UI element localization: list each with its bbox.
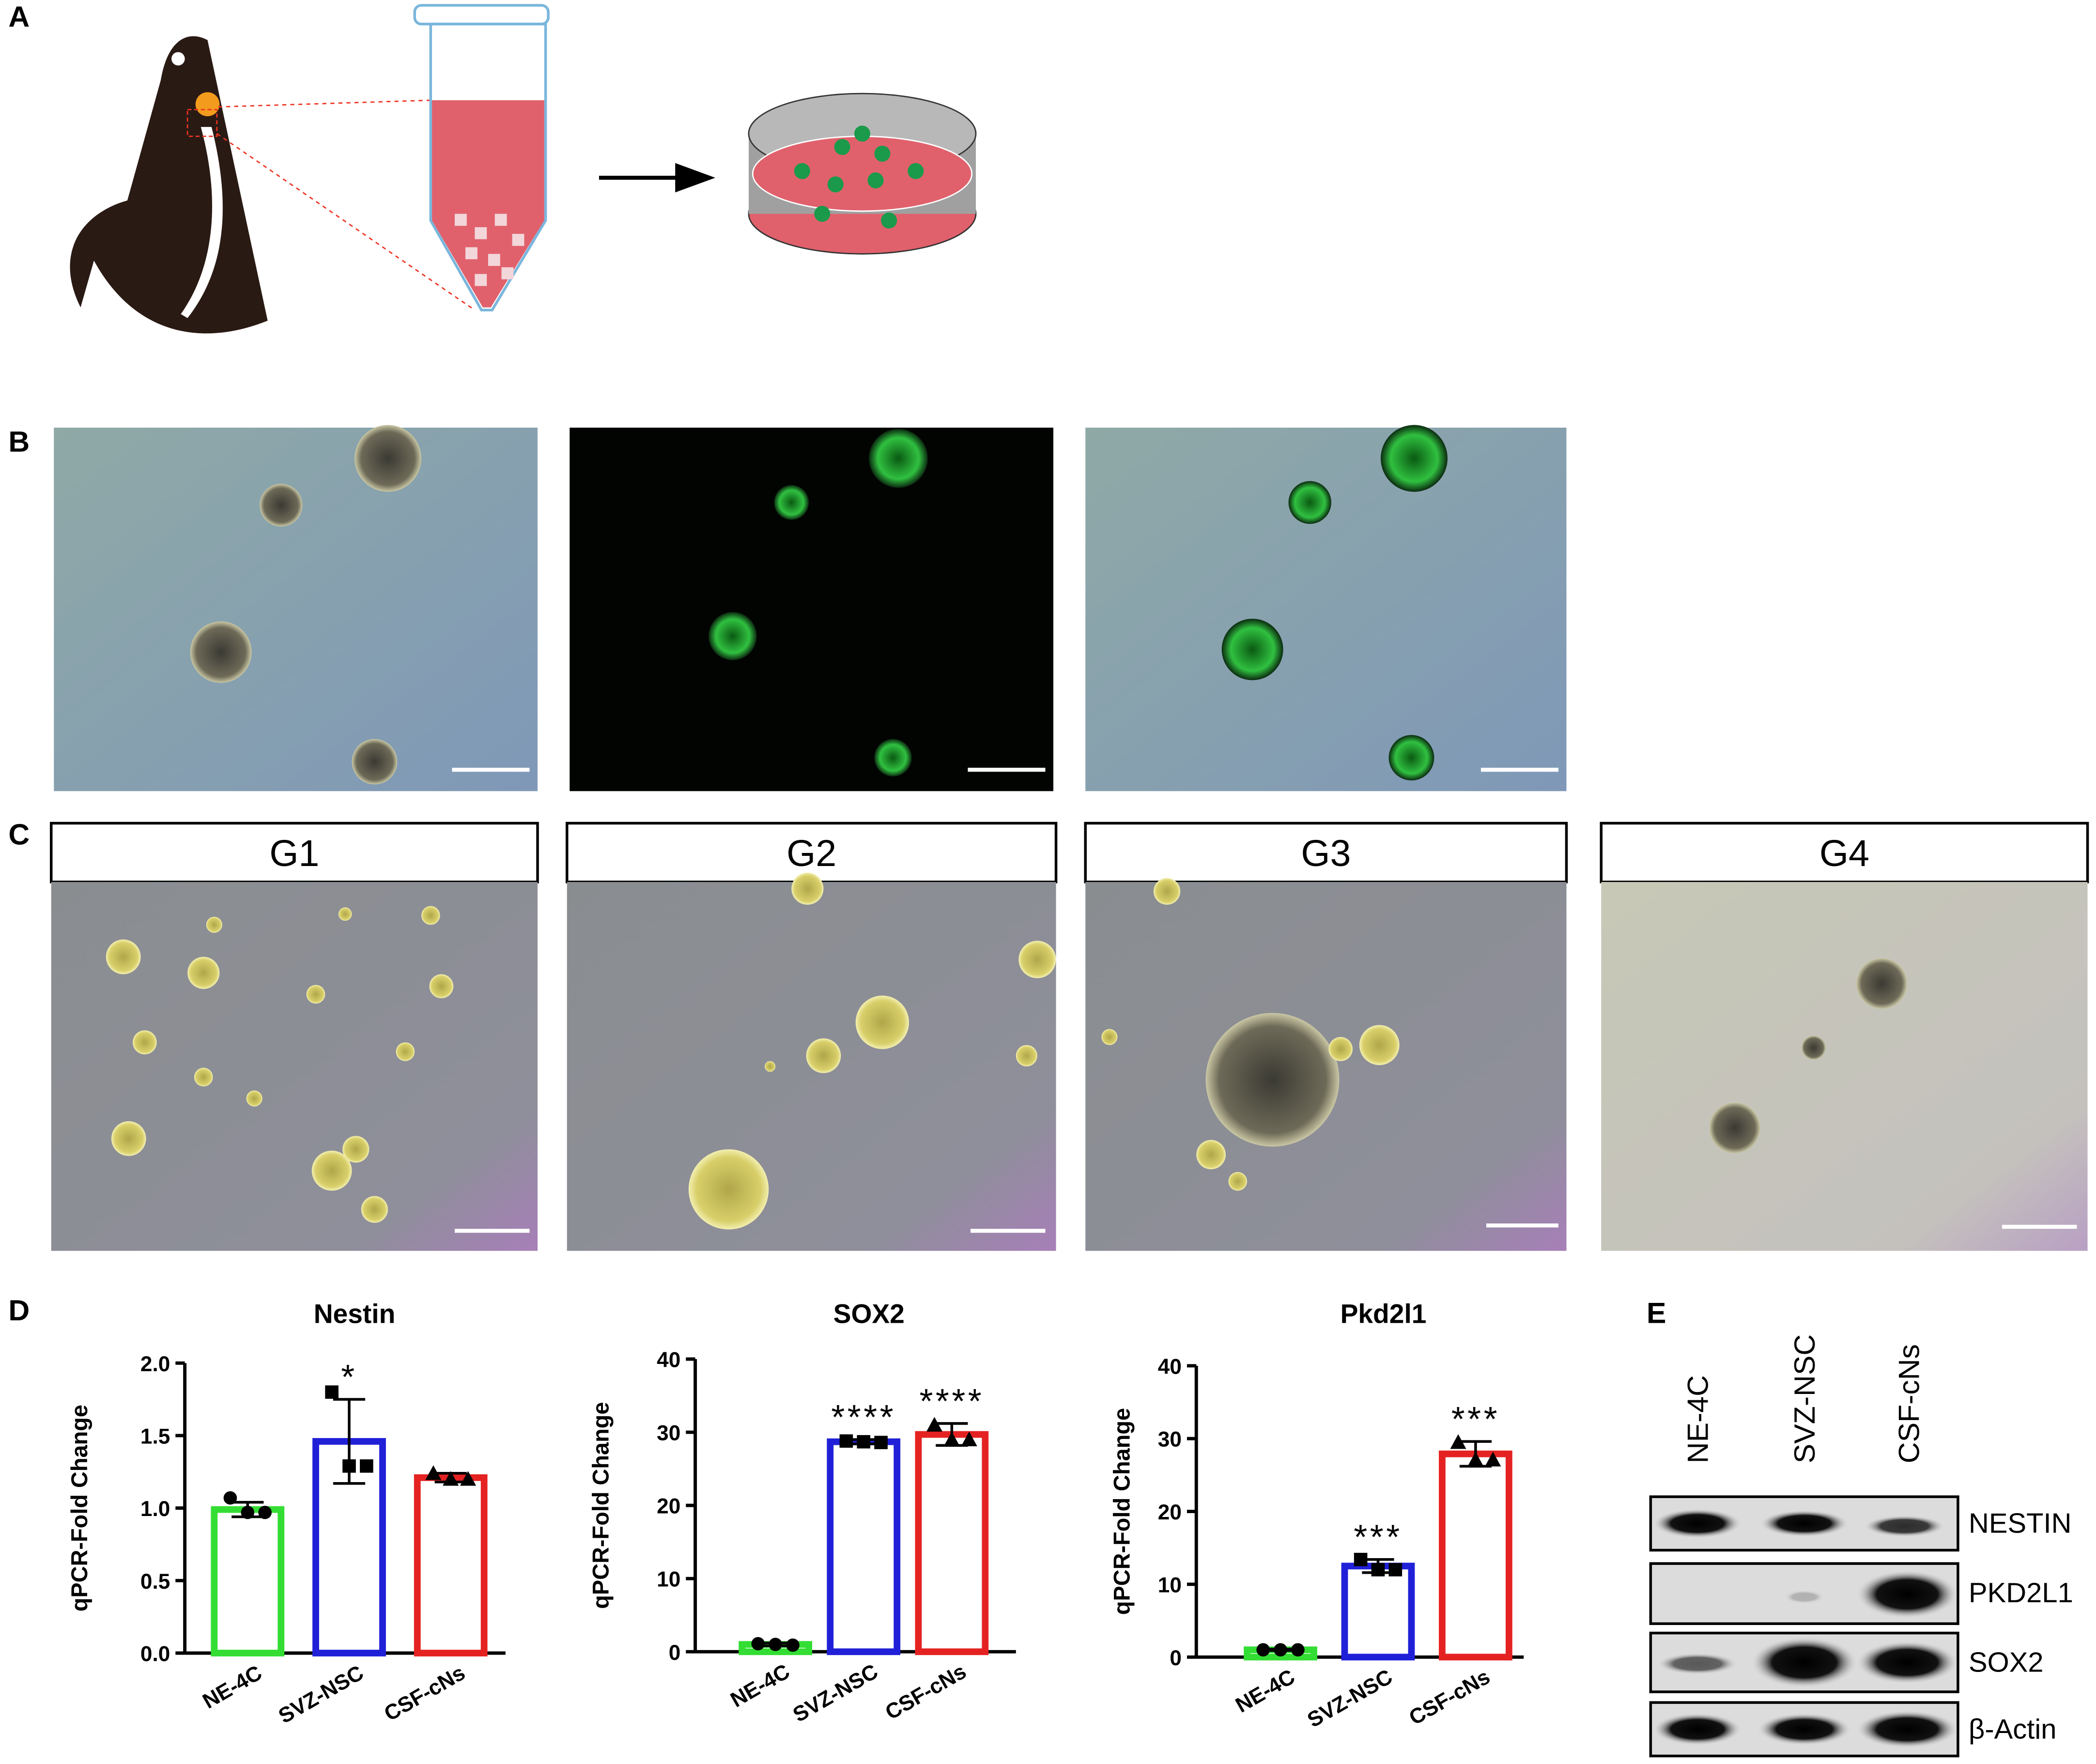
bar	[827, 1438, 901, 1656]
data-point	[961, 1431, 977, 1446]
x-tick-label: NE-4C	[1232, 1665, 1299, 1718]
x-tick-label: NE-4C	[199, 1661, 266, 1714]
data-point	[1467, 1452, 1484, 1467]
protein-label: β-Actin	[1969, 1714, 2056, 1745]
panel-e-blot	[1649, 1495, 1959, 1758]
group-label: G1	[269, 833, 319, 874]
protein-label: NESTIN	[1969, 1508, 2071, 1539]
data-point	[241, 1505, 255, 1519]
data-point	[460, 1471, 477, 1486]
y-tick-label: 0	[669, 1641, 681, 1665]
data-point	[223, 1491, 237, 1505]
y-axis-label: qPCR-Fold Change	[1109, 1408, 1134, 1615]
data-point	[1388, 1563, 1402, 1577]
data-point	[857, 1435, 871, 1449]
y-tick-label: 20	[657, 1495, 680, 1518]
x-tick-label: NE-4C	[726, 1659, 794, 1712]
panel-a-drawing	[70, 4, 977, 334]
y-tick-label: 40	[657, 1348, 680, 1372]
bar	[414, 1474, 488, 1656]
data-point	[943, 1431, 960, 1446]
protein-label: PKD2L1	[1969, 1578, 2073, 1609]
data-point	[1291, 1643, 1305, 1657]
bar	[915, 1431, 989, 1656]
data-point	[1256, 1643, 1270, 1657]
y-tick-label: 40	[1158, 1355, 1182, 1378]
x-tick-label: CSF-cNs	[380, 1661, 469, 1726]
data-point	[839, 1434, 853, 1448]
lane-label: SVZ-NSC	[1788, 1334, 1821, 1463]
group-label: G4	[1819, 833, 1869, 874]
bar	[211, 1506, 285, 1656]
data-point	[1354, 1552, 1368, 1566]
data-point	[425, 1465, 442, 1480]
chart-title: Nestin	[314, 1299, 396, 1329]
data-point	[360, 1459, 373, 1473]
data-point	[926, 1417, 943, 1432]
y-tick-label: 20	[1158, 1501, 1182, 1524]
significance: ****	[831, 1398, 896, 1437]
data-point	[751, 1637, 765, 1651]
y-axis-label: qPCR-Fold Change	[588, 1402, 613, 1609]
y-tick-label: 1.5	[140, 1425, 170, 1449]
lane-label: CSF-cNs	[1892, 1344, 1925, 1463]
lane-label: NE-4C	[1681, 1375, 1714, 1463]
panel-label: A	[8, 0, 30, 33]
significance: *	[341, 1358, 357, 1396]
x-tick-label: SVZ-NSC	[275, 1661, 368, 1728]
y-tick-label: 10	[1158, 1573, 1182, 1597]
protein-label: SOX2	[1969, 1647, 2044, 1678]
y-tick-label: 0.5	[140, 1570, 170, 1594]
panel-b-images	[54, 425, 1567, 791]
y-tick-label: 2.0	[140, 1352, 170, 1376]
group-label: G3	[1301, 833, 1351, 874]
y-tick-label: 10	[657, 1568, 680, 1592]
panel-label: E	[1647, 1297, 1666, 1330]
y-tick-label: 1.0	[140, 1497, 170, 1521]
panel-label: B	[8, 425, 30, 458]
x-tick-label: SVZ-NSC	[789, 1659, 882, 1727]
significance: ****	[919, 1382, 984, 1421]
group-label: G2	[786, 833, 836, 874]
chart-title: SOX2	[833, 1299, 905, 1329]
data-point	[1485, 1452, 1501, 1467]
y-tick-label: 30	[1158, 1428, 1182, 1452]
data-point	[786, 1638, 800, 1652]
significance: ***	[1451, 1400, 1500, 1439]
chart-title: Pkd2l1	[1341, 1299, 1427, 1329]
data-point	[342, 1459, 356, 1473]
x-tick-label: SVZ-NSC	[1303, 1665, 1396, 1732]
data-point	[1450, 1434, 1466, 1449]
x-tick-label: CSF-cNs	[1405, 1665, 1494, 1730]
significance: ***	[1354, 1518, 1402, 1557]
panel-label: D	[8, 1294, 30, 1327]
data-point	[874, 1436, 888, 1449]
data-point	[325, 1385, 339, 1399]
data-point	[1274, 1643, 1287, 1657]
y-tick-label: 30	[657, 1422, 680, 1445]
data-point	[769, 1638, 782, 1651]
y-tick-label: 0.0	[140, 1642, 170, 1666]
data-point	[258, 1505, 272, 1519]
bar	[1341, 1563, 1415, 1661]
x-tick-label: CSF-cNs	[881, 1659, 971, 1724]
bar	[1439, 1450, 1512, 1661]
panel-c-images	[49, 821, 2089, 1251]
data-point	[1371, 1563, 1385, 1577]
panel-label: C	[8, 818, 30, 851]
y-tick-label: 0	[1170, 1646, 1182, 1670]
y-axis-label: qPCR-Fold Change	[67, 1405, 92, 1611]
data-point	[443, 1471, 459, 1486]
